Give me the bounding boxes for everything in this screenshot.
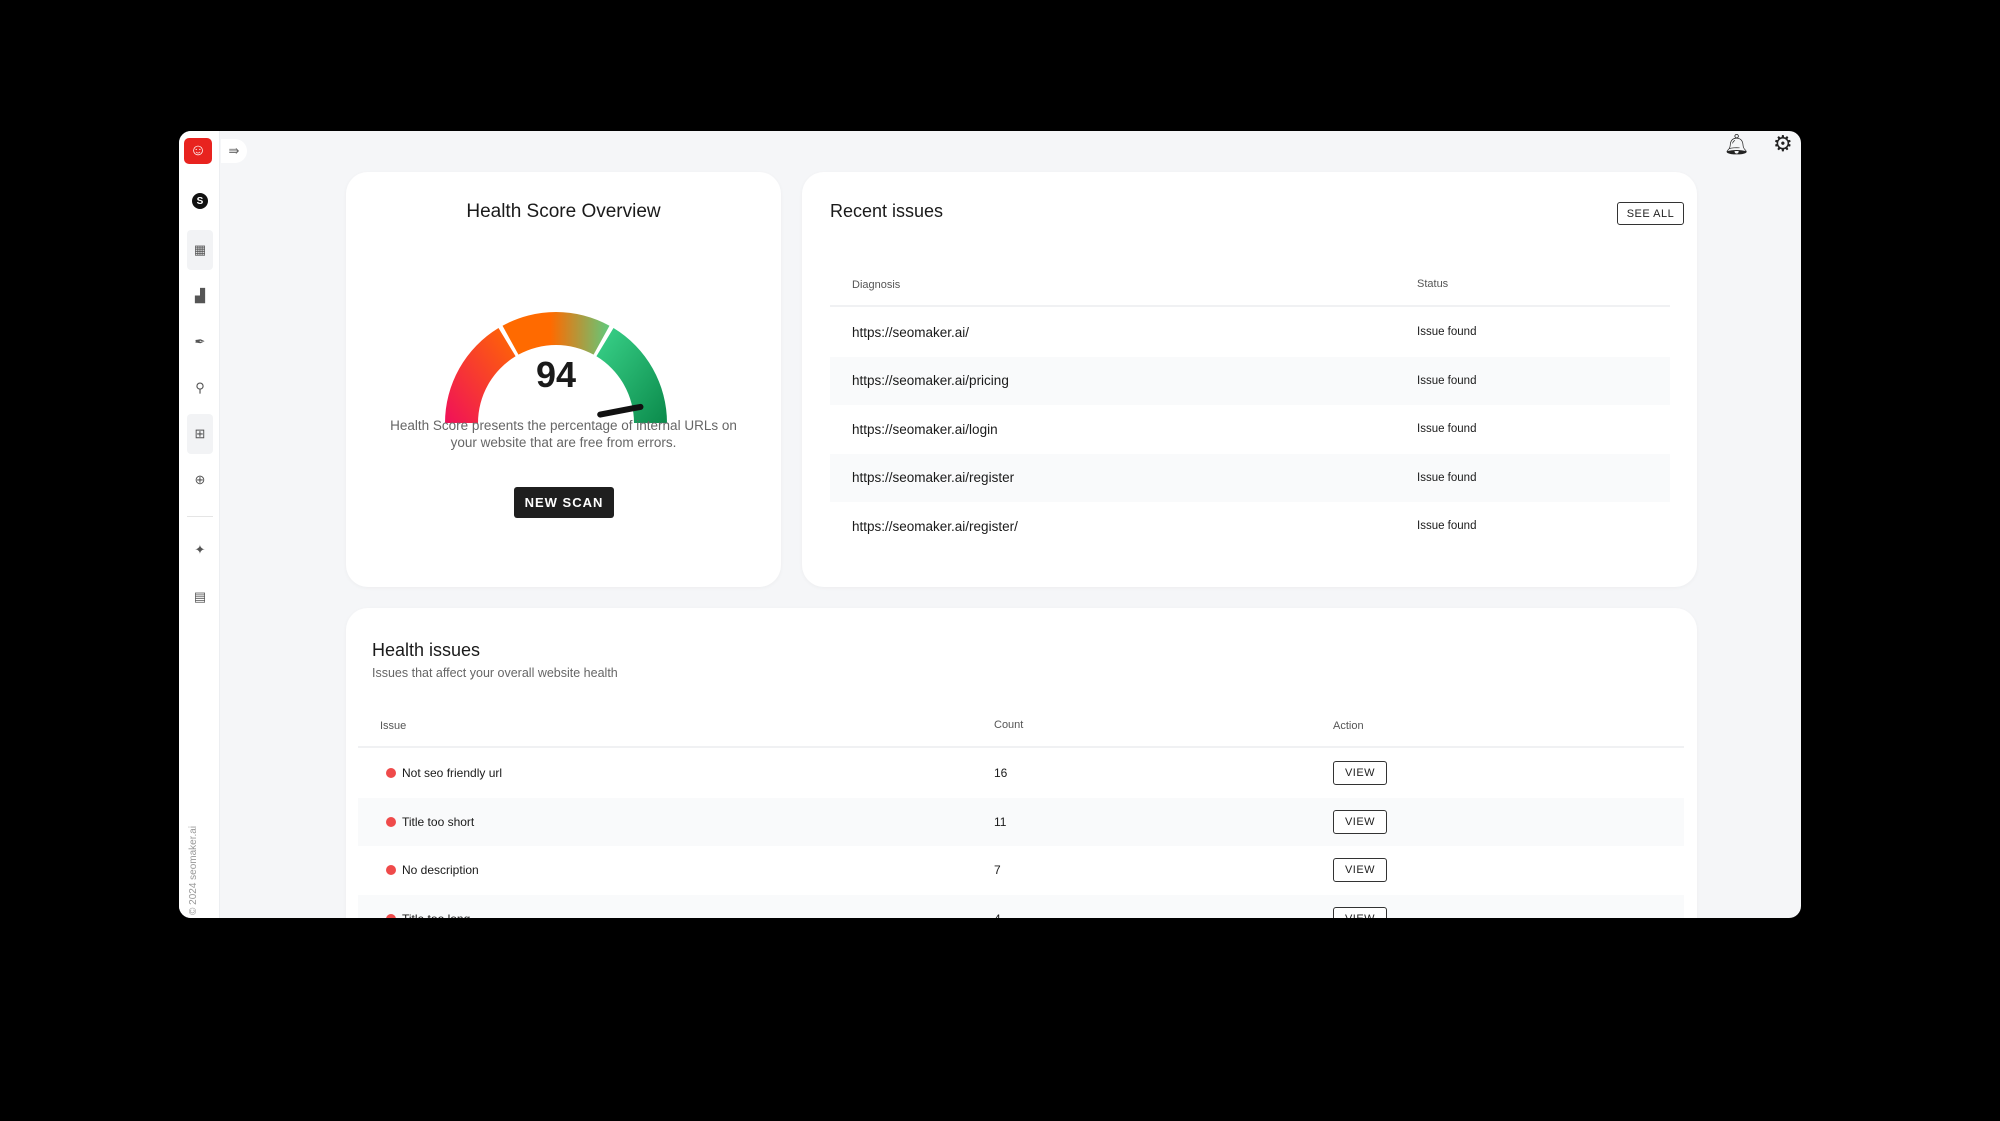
issue-url[interactable]: https://seomaker.ai/login <box>852 421 998 437</box>
seomaker-logo[interactable]: ☺ <box>184 138 212 164</box>
health-score-description: Health Score presents the percentage of … <box>390 418 737 450</box>
table-row[interactable]: https://seomaker.ai/pricing Issue found <box>830 356 1670 405</box>
issue-status: Issue found <box>1417 471 1477 484</box>
health-score-value: 94 <box>535 354 577 395</box>
recent-issues-card: Recent issues SEE ALL Diagnosis Status h… <box>802 172 1697 587</box>
table-header-divider <box>358 746 1684 748</box>
new-scan-button[interactable]: NEW SCAN <box>514 487 614 518</box>
issue-count: 4 <box>994 912 1001 919</box>
table-row: Title too short 11 VIEW <box>358 797 1684 846</box>
issue-count: 11 <box>994 814 1007 829</box>
issue-status: Issue found <box>1417 326 1477 338</box>
column-header-count: Count <box>994 719 1024 731</box>
issue-name: No description <box>402 863 479 877</box>
zoom-in-icon[interactable]: ⊕ <box>194 472 206 487</box>
issue-url[interactable]: https://seomaker.ai/register <box>852 470 1015 485</box>
see-all-button[interactable]: SEE ALL <box>1617 202 1684 225</box>
issue-url[interactable]: https://seomaker.ai/pricing <box>852 373 1009 388</box>
gauge-segment-low <box>445 328 516 423</box>
column-header-issue: Issue <box>380 720 407 732</box>
gear-icon[interactable]: ⚙ <box>1773 131 1793 156</box>
collapse-menu-icon: ⇛ <box>228 143 240 158</box>
issue-name: Not seo friendly url <box>402 766 503 780</box>
news-icon[interactable]: ▤ <box>193 589 207 604</box>
health-issues-card: Health issues Issues that affect your ov… <box>346 608 1697 918</box>
column-header-status: Status <box>1417 278 1449 290</box>
view-button[interactable]: VIEW <box>1333 906 1387 918</box>
table-row[interactable]: https://seomaker.ai/Issue found <box>830 308 1670 356</box>
health-score-title: Health Score Overview <box>466 201 661 222</box>
sidebar-toggle-button[interactable]: ⇛ <box>221 139 247 163</box>
gauge-segment-high <box>596 328 667 423</box>
column-header-action: Action <box>1333 720 1364 732</box>
table-row[interactable]: https://seomaker.ai/login Issue found <box>830 405 1670 453</box>
health-plus-icon: ⊞ <box>194 426 206 441</box>
severity-dot-icon <box>386 768 396 778</box>
recent-issues-title: Recent issues <box>830 201 944 221</box>
issue-count: 7 <box>994 863 1001 877</box>
sidebar-divider <box>187 516 213 517</box>
table-row[interactable]: https://seomaker.ai/register/Issue found <box>830 502 1670 550</box>
health-issues-subtitle: Issues that affect your overall website … <box>372 666 618 680</box>
health-issues-title: Health issues <box>372 640 481 660</box>
issue-name: Title too short <box>402 814 475 829</box>
sidebar-item-health[interactable]: ⊞ <box>187 414 213 454</box>
copyright: © 2024 seomaker.ai <box>188 825 199 915</box>
gauge-segment-mid <box>502 312 610 355</box>
health-score-card: Health Score Overview 94 Health Score pr… <box>346 172 781 587</box>
view-button[interactable]: VIEW <box>1333 809 1387 834</box>
issue-name: Title too long <box>402 912 470 919</box>
issue-status: Issue found <box>1417 423 1477 435</box>
bar-chart-icon[interactable]: ▟ <box>195 288 205 303</box>
table-row: Not seo friendly url 16 VIEW <box>358 749 1684 797</box>
table-row: Title too long 4 VIEW <box>358 894 1684 919</box>
severity-dot-icon <box>386 913 396 918</box>
table-header-divider <box>830 305 1670 307</box>
issue-url[interactable]: https://seomaker.ai/register/ <box>852 518 1018 534</box>
gauge-needle <box>597 403 644 418</box>
search-icon[interactable]: ⚲ <box>195 380 205 395</box>
profile-s-icon[interactable]: S <box>187 188 213 214</box>
issue-status: Issue found <box>1417 374 1477 387</box>
table-row: No description 7 VIEW <box>358 846 1684 894</box>
view-button[interactable]: VIEW <box>1333 761 1387 785</box>
severity-dot-icon <box>386 865 396 875</box>
column-header-diagnosis: Diagnosis <box>852 279 901 291</box>
dashboard-grid-icon: ▦ <box>193 242 207 257</box>
issue-url[interactable]: https://seomaker.ai/ <box>852 324 970 340</box>
issue-status: Issue found <box>1417 520 1477 532</box>
health-score-gauge <box>445 312 667 423</box>
issue-count: 16 <box>994 766 1008 780</box>
table-row[interactable]: https://seomaker.ai/register Issue found <box>830 453 1670 502</box>
severity-dot-icon <box>386 816 396 827</box>
app-window: ☺ S ▦ ▟ ✒ ⚲ ⊞ ⊕ ✦ ▤ © 2024 seomaker.ai ⇛… <box>179 131 1801 918</box>
sidebar: ☺ S ▦ ▟ ✒ ⚲ ⊞ ⊕ ✦ ▤ © 2024 seomaker.ai <box>179 131 220 918</box>
sidebar-item-dashboard[interactable]: ▦ <box>187 230 213 270</box>
bell-icon[interactable]: 🔔︎ <box>1724 134 1750 156</box>
feather-pen-icon[interactable]: ✒ <box>194 334 206 349</box>
view-button[interactable]: VIEW <box>1333 858 1387 882</box>
sparkles-icon[interactable]: ✦ <box>194 542 206 557</box>
